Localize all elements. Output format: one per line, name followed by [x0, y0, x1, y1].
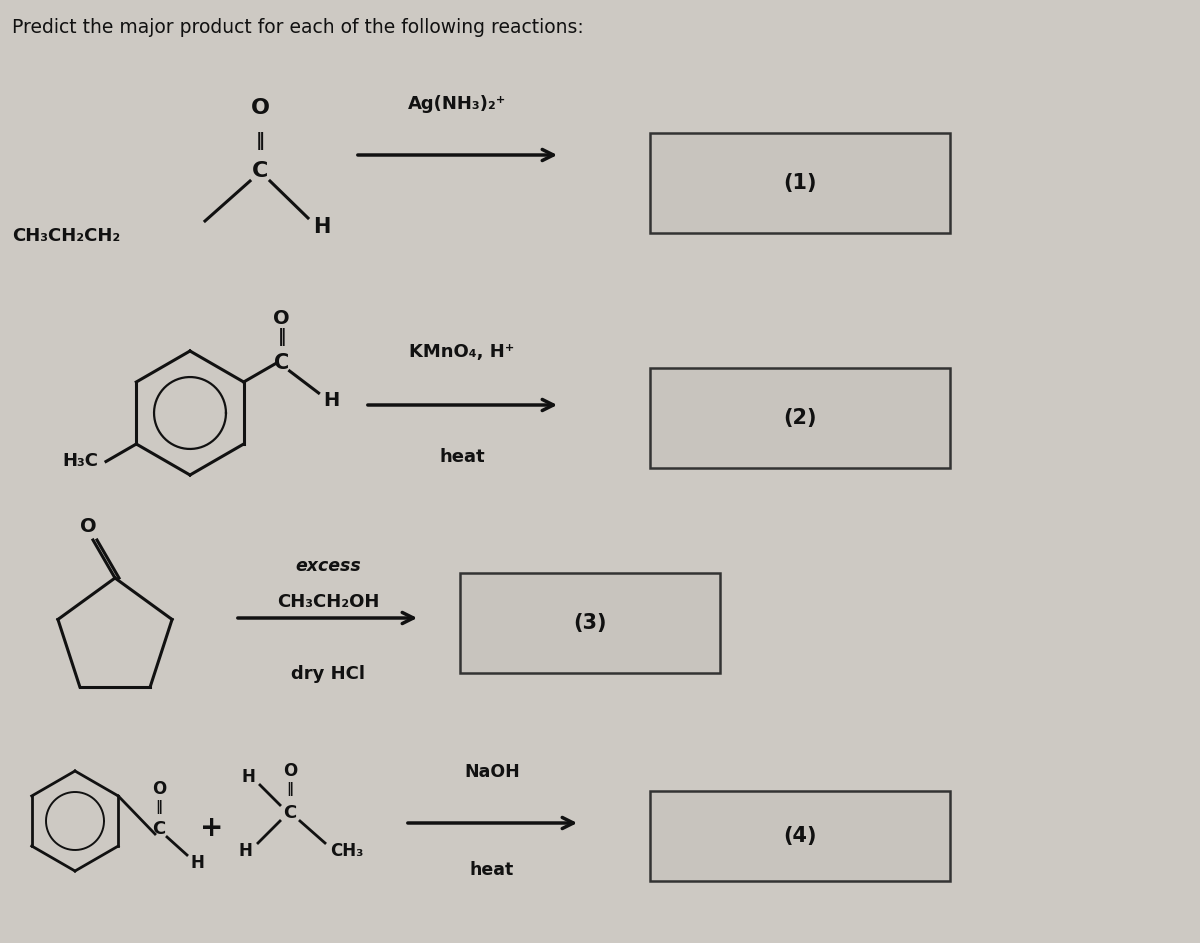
- Text: H₃C: H₃C: [62, 453, 98, 471]
- Bar: [650, 133, 950, 233]
- Text: NaOH: NaOH: [464, 763, 520, 781]
- Text: (1): (1): [784, 173, 817, 193]
- Text: ‖: ‖: [287, 782, 294, 796]
- Text: H: H: [313, 217, 330, 237]
- Text: O: O: [283, 762, 298, 780]
- Text: KMnO₄, H⁺: KMnO₄, H⁺: [409, 343, 515, 361]
- Bar: [650, 791, 950, 881]
- Text: C: C: [283, 804, 296, 822]
- Text: +: +: [200, 814, 223, 842]
- Text: heat: heat: [470, 861, 514, 879]
- Text: (2): (2): [784, 408, 817, 428]
- Text: Ag(NH₃)₂⁺: Ag(NH₃)₂⁺: [408, 95, 506, 113]
- Bar: [650, 368, 950, 468]
- Text: heat: heat: [439, 448, 485, 466]
- Text: CH₃CH₂CH₂: CH₃CH₂CH₂: [12, 227, 120, 245]
- Text: Predict the major product for each of the following reactions:: Predict the major product for each of th…: [12, 18, 583, 37]
- Text: O: O: [251, 98, 270, 118]
- Text: H: H: [324, 390, 340, 409]
- Text: (3): (3): [574, 613, 607, 633]
- Bar: [460, 573, 720, 673]
- Text: C: C: [274, 353, 289, 373]
- Text: O: O: [274, 308, 290, 327]
- Text: C: C: [152, 820, 166, 838]
- Text: C: C: [252, 161, 268, 181]
- Text: excess: excess: [295, 557, 361, 575]
- Text: ‖: ‖: [277, 328, 286, 346]
- Text: dry HCl: dry HCl: [292, 665, 365, 683]
- Text: O: O: [79, 517, 96, 536]
- Text: ‖: ‖: [256, 132, 264, 150]
- Text: CH₃: CH₃: [330, 842, 364, 860]
- Text: ‖: ‖: [156, 800, 162, 814]
- Text: H: H: [191, 854, 205, 872]
- Text: H: H: [241, 768, 254, 786]
- Text: (4): (4): [784, 826, 817, 846]
- Text: H: H: [238, 842, 252, 860]
- Text: O: O: [152, 780, 166, 798]
- Text: CH₃CH₂OH: CH₃CH₂OH: [277, 593, 379, 611]
